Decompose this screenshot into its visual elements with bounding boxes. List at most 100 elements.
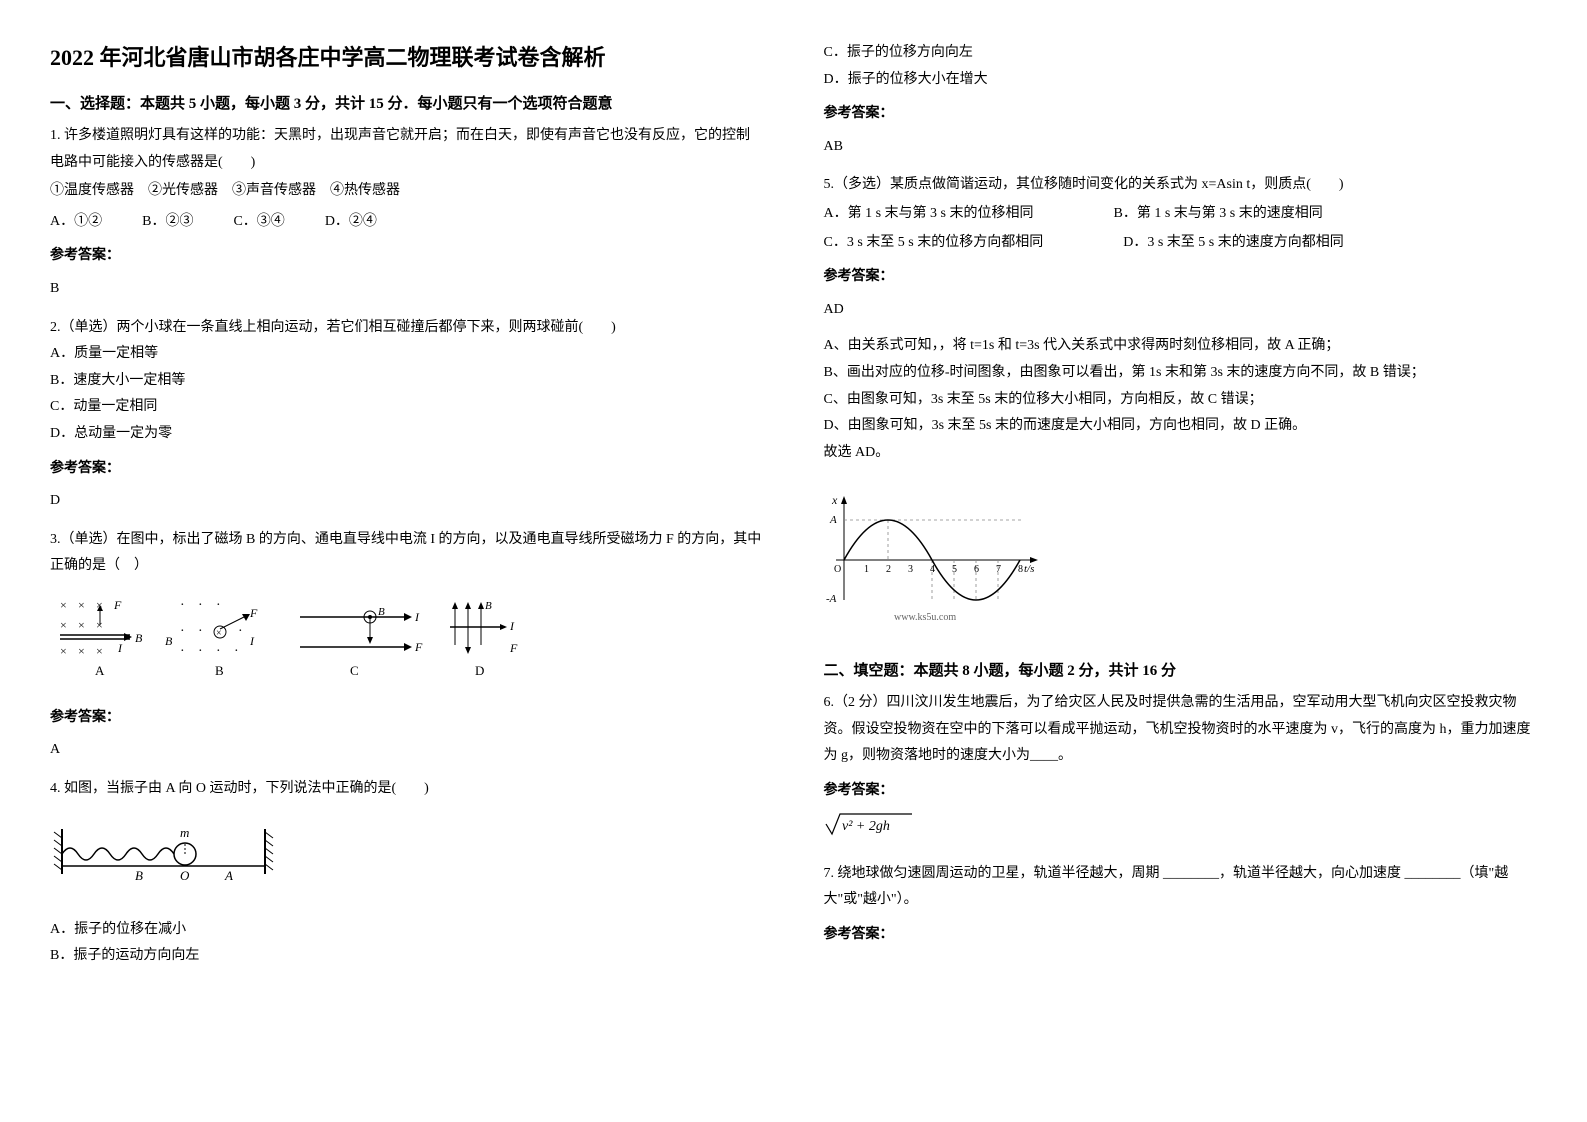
q5-optB: B．第 1 s 末与第 3 s 末的速度相同 <box>1114 201 1323 228</box>
svg-text:F: F <box>249 606 258 620</box>
svg-text:A: A <box>95 663 105 678</box>
question-6: 6.（2 分）四川汶川发生地震后，为了给灾区人民及时提供急需的生活用品，空军动用… <box>824 690 1538 849</box>
svg-text:·: · <box>198 644 203 659</box>
svg-text:4: 4 <box>930 564 935 575</box>
q6-text: 6.（2 分）四川汶川发生地震后，为了给灾区人民及时提供急需的生活用品，空军动用… <box>824 690 1538 770</box>
question-4-cont: C．振子的位移方向向左 D．振子的位移大小在增大 参考答案： AB <box>824 40 1538 160</box>
svg-text:A: A <box>224 868 233 883</box>
q5-text: 5.（多选）某质点做简谐运动，其位移随时间变化的关系式为 x=Asin t，则质… <box>824 172 1538 199</box>
q4-answer-label: 参考答案： <box>824 101 1538 128</box>
q2-optD: D．总动量一定为零 <box>50 421 764 448</box>
q2-optB: B．速度大小一定相等 <box>50 368 764 395</box>
svg-text:1: 1 <box>864 564 869 575</box>
q2-optC: C．动量一定相同 <box>50 394 764 421</box>
svg-text:×: × <box>78 644 85 658</box>
q6-answer: v² + 2gh <box>824 810 1538 849</box>
question-1: 1. 许多楼道照明灯具有这样的功能：天黑时，出现声音它就开启；而在白天，即使有声… <box>50 123 764 303</box>
svg-text:·: · <box>216 644 221 659</box>
q1-answer-label: 参考答案： <box>50 243 764 270</box>
svg-text:C: C <box>350 663 359 678</box>
svg-text:F: F <box>414 640 423 654</box>
svg-text:×: × <box>60 598 67 612</box>
svg-text:A: A <box>829 514 837 526</box>
q5-answer: AD <box>824 297 1538 324</box>
svg-text:2: 2 <box>886 564 891 575</box>
svg-text:×: × <box>60 644 67 658</box>
q5-optD: D．3 s 末至 5 s 末的速度方向都相同 <box>1123 230 1344 257</box>
sqrt-formula-icon: v² + 2gh <box>824 810 914 838</box>
q5-optC: C．3 s 末至 5 s 末的位移方向都相同 <box>824 230 1044 257</box>
question-3: 3.（单选）在图中，标出了磁场 B 的方向、通电直导线中电流 I 的方向，以及通… <box>50 527 764 764</box>
svg-text:x: x <box>831 493 838 507</box>
q3-answer-label: 参考答案： <box>50 705 764 732</box>
spring-svg: m B O A <box>50 824 290 884</box>
q1-answer: B <box>50 276 764 303</box>
svg-text:·: · <box>216 598 221 613</box>
svg-text:I: I <box>414 610 420 624</box>
svg-text:·: · <box>198 598 203 613</box>
svg-text:F: F <box>509 641 518 655</box>
svg-text:B: B <box>135 868 143 883</box>
q1-choices: ①温度传感器 ②光传感器 ③声音传感器 ④热传感器 <box>50 178 764 205</box>
q4-optD: D．振子的位移大小在增大 <box>824 67 1538 94</box>
svg-text:8: 8 <box>1018 564 1023 575</box>
q3-text: 3.（单选）在图中，标出了磁场 B 的方向、通电直导线中电流 I 的方向，以及通… <box>50 527 764 580</box>
sine-graph-svg: x t/s A -A 1 2 3 <box>824 490 1044 620</box>
svg-text:·: · <box>180 598 185 613</box>
q4-answer: AB <box>824 134 1538 161</box>
q1-text: 1. 许多楼道照明灯具有这样的功能：天黑时，出现声音它就开启；而在白天，即使有声… <box>50 123 764 176</box>
question-2: 2.（单选）两个小球在一条直线上相向运动，若它们相互碰撞后都停下来，则两球碰前(… <box>50 315 764 515</box>
q6-answer-label: 参考答案： <box>824 778 1538 805</box>
q2-optA: A．质量一定相等 <box>50 341 764 368</box>
svg-text:·: · <box>198 624 203 639</box>
question-4: 4. 如图，当振子由 A 向 O 运动时，下列说法中正确的是( ) m <box>50 776 764 970</box>
q2-answer-label: 参考答案： <box>50 456 764 483</box>
q4-optA: A．振子的位移在减小 <box>50 917 764 944</box>
q5-explB: B、画出对应的位移-时间图象，由图象可以看出，第 1s 末和第 3s 末的速度方… <box>824 360 1538 387</box>
svg-text:m: m <box>180 825 189 840</box>
q7-answer-label: 参考答案： <box>824 922 1538 949</box>
q2-text: 2.（单选）两个小球在一条直线上相向运动，若它们相互碰撞后都停下来，则两球碰前(… <box>50 315 764 342</box>
section2-header: 二、填空题：本题共 8 小题，每小题 2 分，共计 16 分 <box>824 659 1538 680</box>
q5-concl: 故选 AD。 <box>824 440 1538 467</box>
q5-graph: x t/s A -A 1 2 3 <box>824 478 1538 643</box>
svg-text:O: O <box>834 564 841 575</box>
q1-optD: D．②④ <box>325 209 377 236</box>
svg-text:×: × <box>96 644 103 658</box>
svg-text:×: × <box>60 618 67 632</box>
svg-text:B: B <box>215 663 224 678</box>
svg-text:B: B <box>378 606 385 618</box>
question-5: 5.（多选）某质点做简谐运动，其位移随时间变化的关系式为 x=Asin t，则质… <box>824 172 1538 643</box>
q5-explA: A、由关系式可知，，将 t=1s 和 t=3s 代入关系式中求得两时刻位移相同，… <box>824 333 1538 360</box>
q7-text: 7. 绕地球做匀速圆周运动的卫星，轨道半径越大，周期 ________，轨道半径… <box>824 861 1538 914</box>
svg-text:I: I <box>117 641 123 655</box>
q1-optC: C．③④ <box>233 209 284 236</box>
svg-text:·: · <box>234 644 239 659</box>
q4-optB: B．振子的运动方向向左 <box>50 943 764 970</box>
q1-optA: A．①② <box>50 209 102 236</box>
svg-text:O: O <box>180 868 190 883</box>
svg-text:B: B <box>135 631 143 645</box>
svg-text:3: 3 <box>908 564 913 575</box>
svg-text:×: × <box>78 598 85 612</box>
q5-answer-label: 参考答案： <box>824 264 1538 291</box>
q3-figure: ××× F ××× I ××× B A <box>50 592 764 693</box>
svg-text:I: I <box>249 634 255 648</box>
svg-text:7: 7 <box>996 564 1001 575</box>
svg-text:I: I <box>509 619 515 633</box>
q5-explC: C、由图象可知，3s 末至 5s 末的位移大小相同，方向相反，故 C 错误； <box>824 387 1538 414</box>
q2-answer: D <box>50 488 764 515</box>
q4-optC: C．振子的位移方向向左 <box>824 40 1538 67</box>
q4-text: 4. 如图，当振子由 A 向 O 运动时，下列说法中正确的是( ) <box>50 776 764 803</box>
svg-text:D: D <box>475 663 484 678</box>
svg-text:5: 5 <box>952 564 957 575</box>
q1-optB: B．②③ <box>142 209 193 236</box>
main-title: 2022 年河北省唐山市胡各庄中学高二物理联考试卷含解析 <box>50 40 764 72</box>
section1-header: 一、选择题：本题共 5 小题，每小题 3 分，共计 15 分．每小题只有一个选项… <box>50 92 764 113</box>
circuit-svg: ××× F ××× I ××× B A <box>50 592 530 682</box>
svg-text:B: B <box>485 600 492 612</box>
svg-text:·: · <box>180 644 185 659</box>
q4-figure: m B O A <box>50 814 764 905</box>
svg-text:v² + 2gh: v² + 2gh <box>842 819 890 834</box>
svg-text:www.ks5u.com: www.ks5u.com <box>894 612 956 620</box>
